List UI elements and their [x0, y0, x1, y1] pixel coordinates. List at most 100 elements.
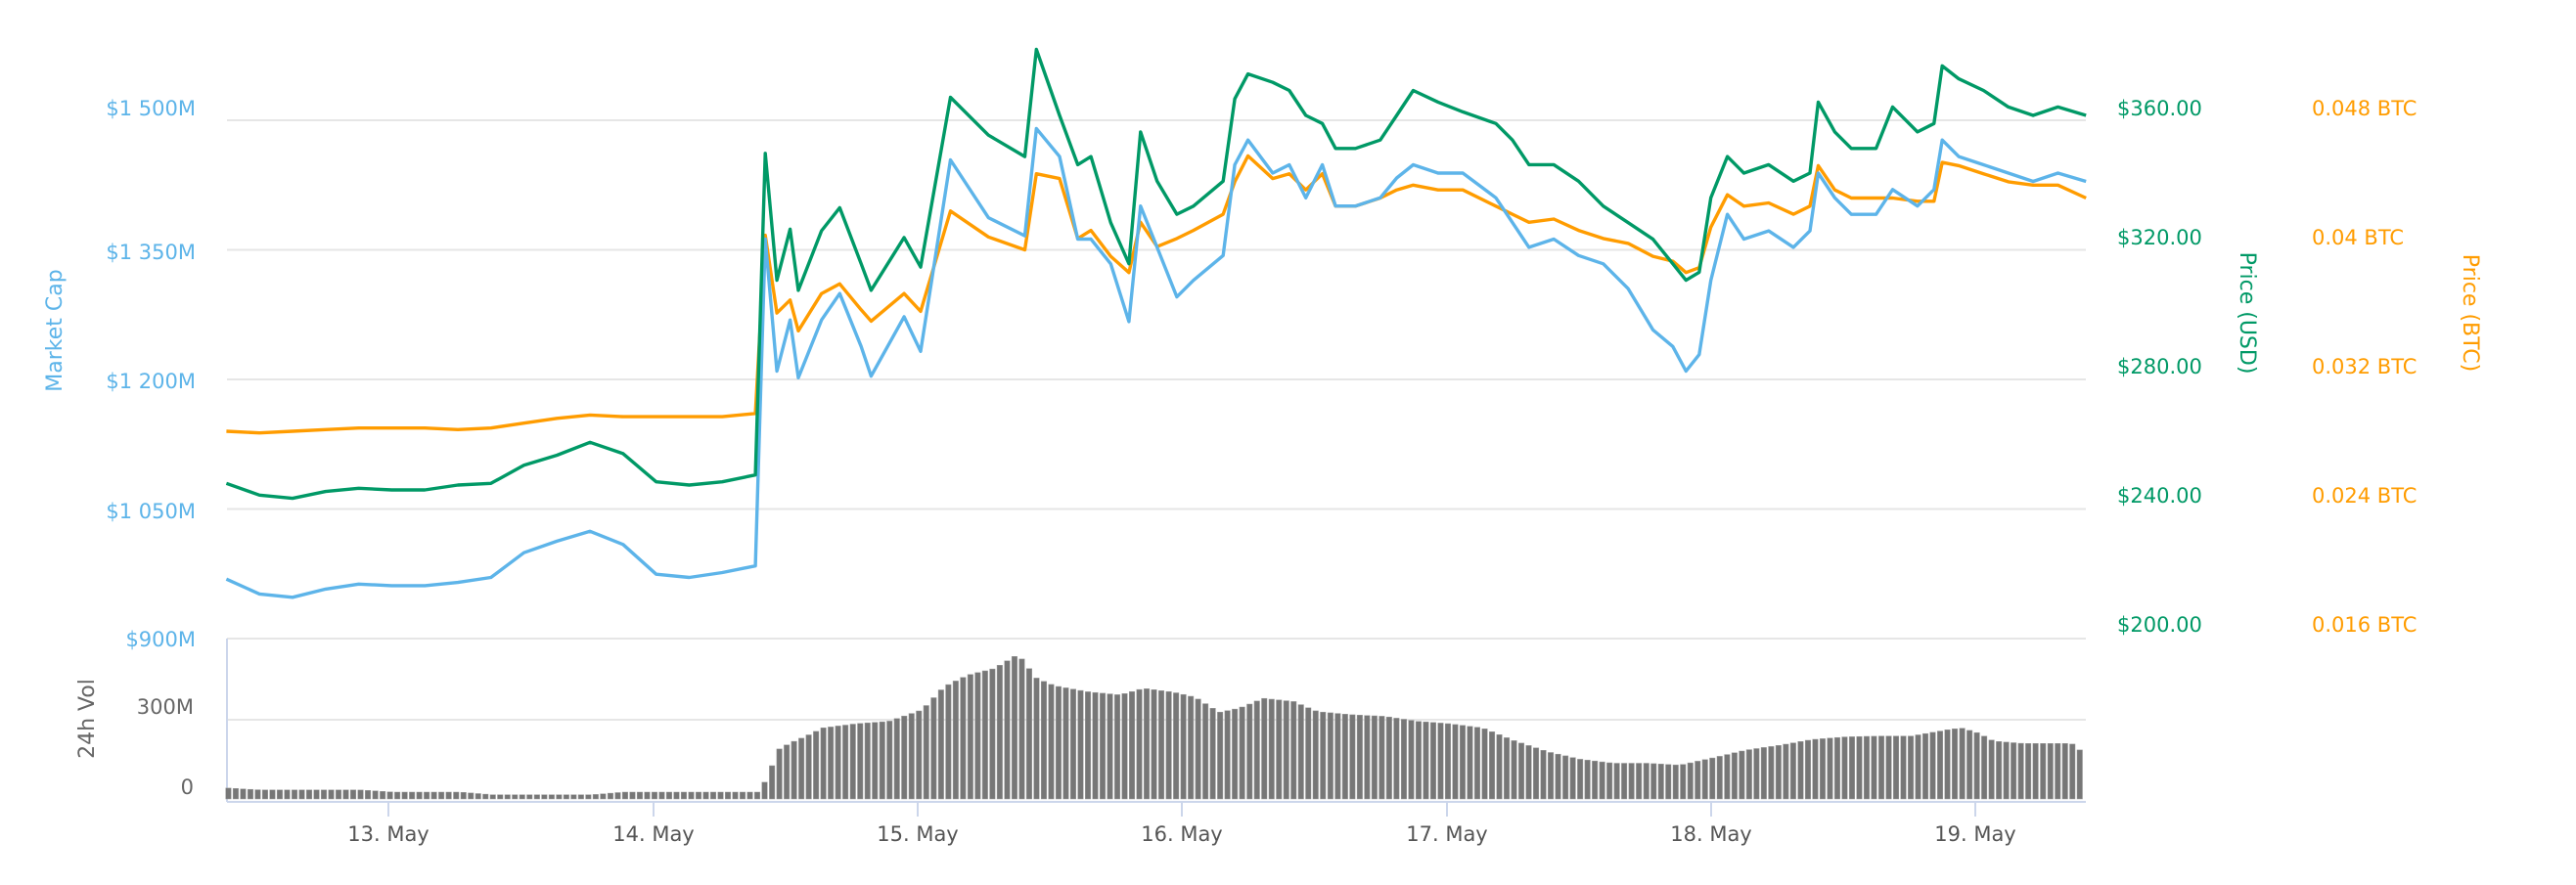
- volume-bar: [960, 677, 967, 800]
- volume-bar: [445, 791, 452, 800]
- volume-bar: [519, 794, 525, 800]
- volume-bar: [886, 721, 893, 800]
- volume-bar: [1959, 728, 1966, 800]
- volume-bar: [394, 791, 401, 800]
- price-btc-tick: 0.048 BTC: [2312, 97, 2417, 120]
- volume-bar: [1069, 688, 1076, 800]
- volume-bar: [1408, 720, 1415, 800]
- volume-bar: [828, 727, 835, 800]
- volume-bar: [1804, 739, 1811, 800]
- volume-bar: [784, 744, 791, 800]
- series-line-price-btc: [226, 154, 2087, 435]
- x-tick-label: 19. May: [1934, 822, 2016, 846]
- volume-bar: [930, 697, 937, 800]
- volume-bar: [1628, 763, 1635, 800]
- volume-bar: [680, 791, 687, 800]
- market-cap-tick: $1 350M: [106, 241, 196, 264]
- volume-bar: [2011, 742, 2017, 800]
- volume-bar: [1334, 713, 1341, 800]
- volume-bar: [321, 789, 328, 800]
- volume-bar: [372, 790, 379, 800]
- volume-bar: [1504, 737, 1511, 800]
- volume-bar: [1885, 735, 1892, 800]
- volume-bar: [2040, 743, 2047, 800]
- volume-bar: [1533, 747, 1540, 800]
- volume-bar: [570, 794, 577, 800]
- volume-bar: [1797, 741, 1804, 800]
- volume-bar: [908, 713, 915, 800]
- x-tick-label: 16. May: [1141, 822, 1223, 846]
- volume-bar: [1952, 729, 1959, 800]
- volume-bar: [328, 789, 335, 800]
- volume-bar: [1922, 732, 1929, 800]
- volume-bar: [1996, 741, 2003, 800]
- volume-bar: [1908, 735, 1915, 800]
- volume-bar: [893, 718, 900, 800]
- series-line-market-cap: [225, 126, 2087, 599]
- volume-bar: [1819, 738, 1826, 800]
- volume-bar: [1841, 736, 1848, 800]
- volume-bar: [2017, 742, 2024, 800]
- volume-bar: [2061, 743, 2068, 800]
- volume-bar: [526, 794, 533, 800]
- volume-bar: [644, 791, 651, 800]
- volume-bar: [247, 788, 253, 800]
- volume-bar: [489, 794, 496, 800]
- volume-bar: [761, 781, 768, 800]
- price-usd-tick: $200.00: [2117, 613, 2202, 637]
- volume-bar: [1246, 703, 1253, 800]
- series-line-price-usd: [225, 47, 2087, 501]
- volume-bar: [284, 789, 291, 800]
- volume-bar: [1518, 742, 1525, 800]
- volume-bar: [1548, 752, 1555, 800]
- volume-bar: [1871, 735, 1877, 800]
- price-usd-tick: $320.00: [2117, 226, 2202, 249]
- volume-bar: [1731, 752, 1738, 800]
- volume-bar: [776, 748, 783, 800]
- volume-bar: [2025, 743, 2032, 800]
- volume-bar: [1195, 698, 1201, 800]
- price-btc-axis: 0.016 BTC 0.024 BTC 0.032 BTC 0.04 BTC 0…: [2312, 97, 2482, 637]
- volume-bar: [1400, 719, 1407, 800]
- volume-bar: [1232, 708, 1239, 800]
- volume-bar: [1276, 699, 1283, 800]
- volume-bar: [1077, 689, 1084, 800]
- volume-bar: [1827, 737, 1833, 800]
- volume-bar: [1144, 688, 1151, 800]
- volume-bar: [1136, 688, 1143, 800]
- volume-bar: [702, 791, 709, 800]
- volume-bar: [541, 794, 548, 800]
- volume-bar: [1473, 727, 1480, 800]
- volume-bar: [696, 791, 702, 800]
- volume-bar: [1033, 678, 1040, 800]
- x-tick-label: 18. May: [1670, 822, 1752, 846]
- volume-bar: [1812, 738, 1819, 800]
- volume-bar: [1165, 690, 1172, 800]
- volume-bar: [621, 791, 628, 800]
- volume-bar: [725, 791, 732, 800]
- volume-bar: [1356, 715, 1363, 800]
- volume-bar: [1217, 711, 1224, 800]
- volume-bar: [365, 790, 372, 800]
- volume-bar: [563, 794, 569, 800]
- volume-bar: [1665, 764, 1672, 800]
- volume-bar: [1378, 716, 1385, 800]
- volume-bar: [1173, 692, 1180, 800]
- volume-bar: [1011, 656, 1017, 800]
- x-tick-label: 14. May: [612, 822, 695, 846]
- volume-bar: [629, 791, 636, 800]
- volume-bar: [1606, 762, 1613, 800]
- volume-bar: [1114, 694, 1121, 800]
- volume-bar: [577, 794, 584, 800]
- volume-bar: [1349, 714, 1356, 800]
- volume-bar: [1739, 750, 1745, 800]
- volume-bar: [261, 789, 268, 800]
- volume-bar: [614, 792, 621, 800]
- volume-bar: [1701, 759, 1708, 800]
- volume-bar: [342, 789, 349, 800]
- volume-bar: [636, 791, 643, 800]
- volume-bar: [1297, 704, 1304, 800]
- volume-bar: [1085, 691, 1092, 800]
- volume-bar: [512, 794, 519, 800]
- volume-bar: [1599, 761, 1605, 800]
